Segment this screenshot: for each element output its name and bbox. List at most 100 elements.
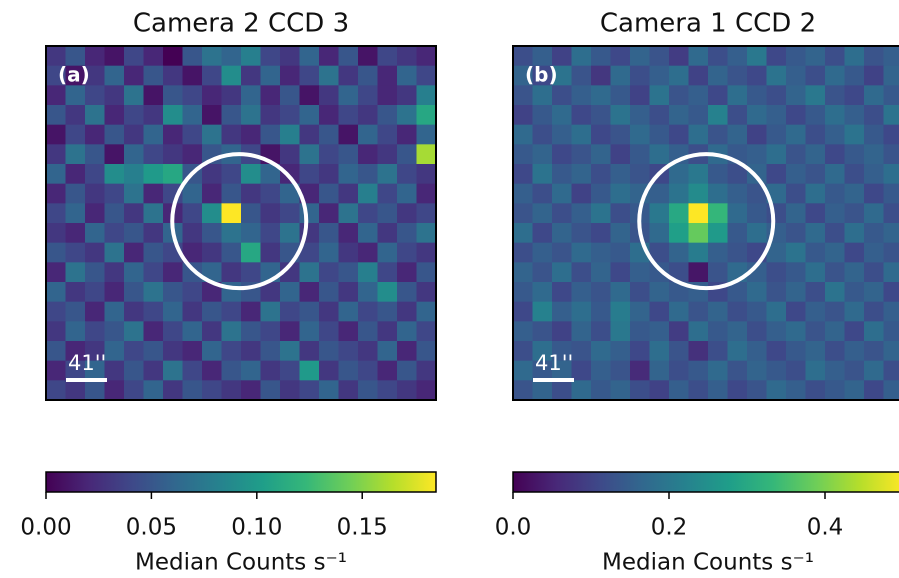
pixel (708, 65, 729, 86)
pixel (221, 203, 242, 224)
pixel (143, 124, 164, 145)
pixel (202, 203, 223, 224)
pixel (532, 341, 553, 362)
pixel (786, 223, 807, 244)
pixel (532, 282, 553, 303)
pixel (299, 105, 320, 126)
pixel (319, 341, 340, 362)
aperture (170, 152, 309, 291)
pixel (571, 282, 592, 303)
pixel (610, 223, 631, 244)
pixel (124, 65, 145, 86)
pixel (202, 360, 223, 381)
pixel (571, 380, 592, 401)
pixel (241, 321, 262, 342)
pixel (766, 321, 787, 342)
pixel (182, 124, 203, 145)
pixel (786, 105, 807, 126)
pixel (104, 282, 125, 303)
pixel (747, 360, 768, 381)
pixel (669, 105, 690, 126)
pixel (46, 242, 67, 263)
pixel (883, 46, 899, 67)
pixel (786, 124, 807, 145)
pixel (65, 144, 86, 165)
pixel (163, 380, 184, 401)
pixel (221, 301, 242, 322)
pixel (319, 321, 340, 342)
pixel (124, 360, 145, 381)
pixel (766, 164, 787, 185)
pixel (688, 223, 709, 244)
pixel (358, 65, 379, 86)
pixel (649, 144, 670, 165)
pixel (610, 301, 631, 322)
pixel (202, 183, 223, 204)
pixel (708, 262, 729, 283)
pixel (630, 164, 651, 185)
pixel (416, 46, 437, 67)
pixel (241, 301, 262, 322)
pixel (241, 380, 262, 401)
pixel (844, 360, 865, 381)
pixel (708, 105, 729, 126)
pixel (358, 46, 379, 67)
pixel (46, 223, 67, 244)
pixel (85, 321, 106, 342)
pixel (104, 105, 125, 126)
pixel (591, 124, 612, 145)
pixel (280, 46, 301, 67)
pixel (552, 124, 573, 145)
pixel (85, 105, 106, 126)
pixel (221, 105, 242, 126)
pixel (864, 380, 885, 401)
pixel (552, 203, 573, 224)
pixel (630, 124, 651, 145)
pixel (104, 242, 125, 263)
pixel (708, 85, 729, 106)
pixel (46, 360, 67, 381)
pixel (65, 223, 86, 244)
pixel (805, 65, 826, 86)
pixel (727, 341, 748, 362)
pixel (377, 105, 398, 126)
pixel (260, 380, 281, 401)
pixel (124, 183, 145, 204)
pixel (202, 321, 223, 342)
pixel (65, 282, 86, 303)
pixel (727, 223, 748, 244)
pixel (571, 203, 592, 224)
colorbar (512, 471, 899, 493)
pixel (124, 105, 145, 126)
pixel (747, 341, 768, 362)
pixel (669, 223, 690, 244)
pixel (299, 85, 320, 106)
pixel (649, 282, 670, 303)
pixel (260, 321, 281, 342)
pixel (319, 282, 340, 303)
pixel (649, 360, 670, 381)
pixel (319, 301, 340, 322)
pixel (747, 164, 768, 185)
pixel (143, 203, 164, 224)
pixel (805, 105, 826, 126)
pixel (571, 164, 592, 185)
pixel (280, 223, 301, 244)
pixel (377, 242, 398, 263)
pixel (397, 65, 418, 86)
pixel (299, 380, 320, 401)
pixel (182, 223, 203, 244)
pixel (299, 282, 320, 303)
pixel (552, 360, 573, 381)
pixel (864, 341, 885, 362)
pixel (786, 183, 807, 204)
pixel (182, 321, 203, 342)
pixel (669, 85, 690, 106)
pixel (280, 203, 301, 224)
pixel (610, 124, 631, 145)
pixel (241, 85, 262, 106)
pixel (591, 282, 612, 303)
pixel (260, 85, 281, 106)
pixel (552, 301, 573, 322)
pixel (319, 223, 340, 244)
